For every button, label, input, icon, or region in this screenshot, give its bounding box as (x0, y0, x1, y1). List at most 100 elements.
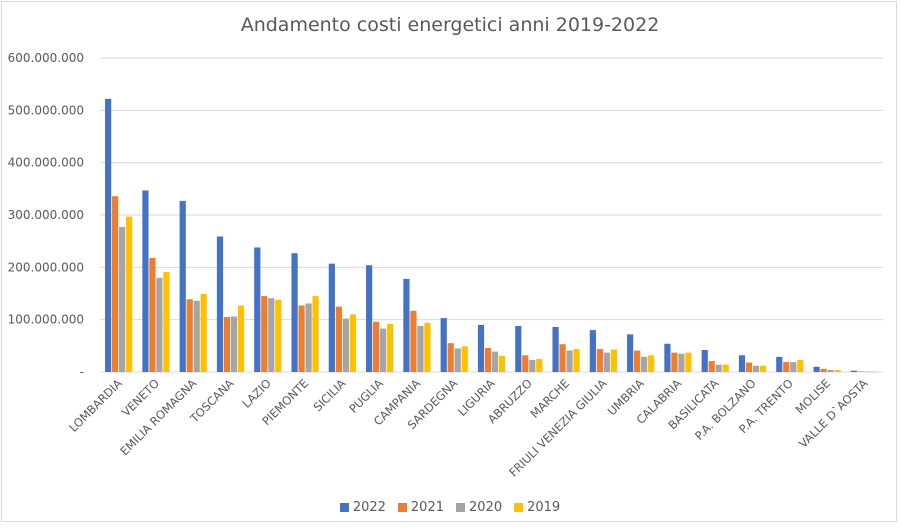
bar-2021 (298, 305, 305, 372)
bars (105, 98, 878, 373)
bar-2022 (552, 326, 559, 372)
bar-2019 (461, 346, 468, 372)
x-tick-label: LOMBARDIA (66, 376, 125, 435)
bar-2020 (603, 352, 610, 372)
bar-2021 (484, 347, 492, 372)
legend-item-2020: 2020 (456, 500, 502, 515)
bar-2021 (261, 296, 268, 372)
x-tick-label: LAZIO (239, 376, 274, 411)
bar-2020 (417, 325, 424, 372)
bar-2020 (305, 303, 312, 372)
bar-2019 (200, 294, 207, 372)
legend-swatch (456, 503, 465, 512)
bar-2020 (752, 365, 760, 372)
bar-2022 (515, 325, 522, 372)
legend-label: 2022 (352, 500, 386, 515)
legend-label: 2019 (527, 500, 561, 515)
bar-2021 (783, 362, 790, 372)
bar-2020 (790, 362, 797, 372)
bar-2021 (112, 196, 119, 372)
y-tick-label: 600.000.000 (8, 51, 84, 65)
bar-2021 (373, 321, 380, 372)
bar-2022 (328, 263, 335, 372)
bar-2022 (291, 253, 298, 372)
bar-2021 (410, 310, 417, 372)
bar-chart: - 100.000.000 200.000.000 300.000.000 400.00… (8, 51, 883, 480)
bar-2021 (857, 371, 864, 372)
bar-2019 (163, 272, 170, 372)
bar-2020 (230, 316, 238, 372)
bar-2022 (254, 247, 261, 372)
bar-2019 (424, 322, 431, 372)
bar-2021 (559, 344, 566, 372)
bar-2020 (156, 277, 163, 372)
bar-2019 (685, 352, 692, 372)
bar-2021 (447, 343, 454, 372)
bar-2021 (820, 368, 827, 372)
bar-2022 (813, 366, 820, 372)
legend-swatch (397, 503, 407, 512)
bar-2020 (119, 227, 126, 372)
bar-2022 (477, 324, 485, 372)
bar-2019 (834, 369, 841, 372)
bar-2019 (312, 296, 319, 372)
legend-item-2022: 2022 (339, 500, 386, 515)
bar-2021 (186, 299, 193, 372)
bar-2019 (610, 349, 617, 372)
bar-2019 (387, 323, 394, 372)
legend-item-2019: 2019 (514, 500, 560, 515)
x-tick-label: SICILIA (310, 376, 348, 414)
bar-2019 (573, 348, 580, 372)
bar-2022 (105, 98, 112, 372)
bar-2022 (403, 278, 410, 372)
legend-item-2021: 2021 (397, 500, 444, 515)
y-tick-label: 500.000.000 (8, 103, 84, 117)
bar-2021 (708, 361, 715, 372)
bar-2019 (722, 364, 729, 372)
bar-2022 (216, 236, 224, 372)
bar-2022 (850, 370, 857, 372)
x-tick-label: VALLE D`AOSTA (796, 376, 871, 451)
y-tick-label: 300.000.000 (8, 208, 84, 222)
bar-2020 (454, 348, 461, 372)
bar-2019 (871, 371, 878, 373)
bar-2020 (193, 300, 200, 372)
y-tick-label: 400.000.000 (8, 156, 84, 170)
bar-2022 (142, 190, 149, 372)
bar-2019 (237, 305, 245, 372)
bar-2020 (864, 371, 871, 373)
legend: 2022 2021 2020 2019 (0, 500, 900, 515)
bar-2022 (179, 200, 186, 372)
bar-2019 (275, 299, 282, 372)
y-axis-tick-labels: - 100.000.000 200.000.000 300.000.000 400.00… (8, 51, 84, 379)
bar-2022 (776, 356, 783, 372)
bar-2020 (491, 351, 499, 372)
chart-title: Andamento costi energetici anni 2019-202… (240, 14, 660, 36)
legend-swatch (339, 503, 349, 512)
bar-2020 (380, 328, 387, 372)
bar-2021 (522, 355, 529, 372)
bar-2019 (536, 358, 543, 372)
bar-2020 (641, 356, 648, 372)
bar-2020 (678, 353, 685, 372)
bar-2022 (440, 318, 447, 372)
legend-label: 2021 (410, 500, 444, 515)
bar-2019 (126, 216, 133, 372)
bar-2020 (566, 350, 573, 372)
y-tick-label: - (80, 365, 84, 379)
bar-2022 (701, 350, 708, 372)
bar-2022 (738, 355, 746, 372)
bar-2020 (827, 369, 834, 372)
bar-2021 (223, 317, 231, 372)
bar-2019 (648, 355, 655, 372)
legend-label: 2020 (469, 500, 503, 515)
bar-2021 (149, 257, 156, 372)
bar-2021 (671, 352, 678, 372)
bar-2022 (589, 330, 596, 372)
bar-2019 (759, 365, 767, 372)
y-tick-label: 100.000.000 (8, 313, 84, 327)
legend-swatch (514, 503, 524, 512)
bar-2022 (664, 343, 671, 372)
bar-2020 (268, 298, 275, 372)
